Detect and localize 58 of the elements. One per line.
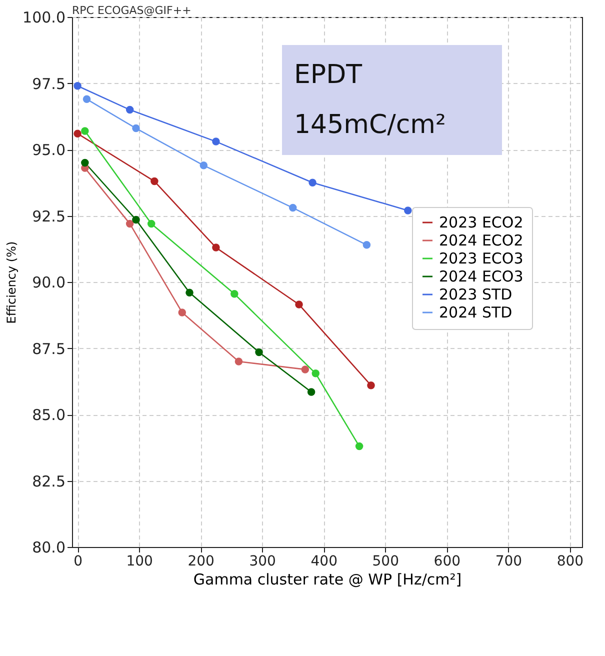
- point: [200, 162, 208, 170]
- point: [126, 220, 134, 228]
- point: [212, 244, 220, 252]
- x-tick-label: 600: [434, 554, 461, 570]
- y-tick-label: 97.5: [32, 74, 66, 93]
- point: [74, 82, 82, 90]
- point: [74, 130, 82, 138]
- point: [126, 106, 134, 114]
- y-tick-label: 95.0: [32, 141, 66, 159]
- x-tick-label: 700: [495, 554, 522, 570]
- y-tick-label: 82.5: [32, 472, 66, 490]
- y-tick-label: 92.5: [32, 207, 66, 226]
- y-tick-label: 85.0: [32, 406, 66, 424]
- y-tick-label: 87.5: [32, 340, 66, 358]
- y-tick-label: 80.0: [32, 538, 66, 556]
- point: [255, 348, 263, 356]
- legend-label: 2024 STD: [439, 304, 512, 322]
- legend-label: 2024 ECO3: [439, 268, 524, 286]
- x-tick-label: 0: [74, 554, 82, 570]
- point: [307, 388, 316, 396]
- legend-label: 2023 STD: [439, 286, 512, 304]
- x-tick-label: 800: [556, 554, 584, 570]
- point: [295, 300, 303, 308]
- legend-label: 2023 ECO3: [439, 250, 524, 268]
- annotation: EPDT: [294, 60, 362, 90]
- point: [230, 290, 238, 298]
- point: [150, 177, 158, 186]
- point: [234, 358, 243, 366]
- point: [312, 370, 320, 378]
- point: [355, 442, 364, 450]
- point: [186, 288, 194, 296]
- point: [404, 206, 412, 214]
- point: [212, 138, 220, 146]
- y-tick-label: 100.0: [22, 8, 66, 26]
- x-tick-label: 400: [310, 554, 338, 570]
- annotation: 145mC/cm²: [294, 110, 446, 140]
- x-tick-label: 100: [126, 554, 153, 570]
- point: [178, 308, 186, 316]
- legend-label: 2024 ECO2: [439, 232, 524, 250]
- y-axis-title: Efficiency (%): [4, 241, 19, 324]
- legend-label: 2023 ECO2: [439, 214, 524, 232]
- point: [367, 381, 375, 390]
- x-tick-label: 500: [372, 554, 400, 570]
- point: [132, 124, 140, 132]
- x-tick-label: 300: [249, 554, 276, 570]
- point: [147, 220, 156, 228]
- point: [362, 241, 371, 249]
- point: [81, 127, 89, 135]
- point: [82, 95, 91, 104]
- point: [308, 178, 316, 186]
- point: [81, 158, 89, 167]
- point: [288, 204, 297, 212]
- point: [301, 366, 310, 374]
- x-axis-title: Gamma cluster rate @ WP [Hz/cm²]: [193, 570, 462, 588]
- text: RPC ECOGAS@GIF++: [72, 4, 192, 17]
- x-tick-label: 200: [188, 554, 214, 570]
- point: [132, 216, 140, 224]
- y-tick-label: 90.0: [32, 274, 66, 292]
